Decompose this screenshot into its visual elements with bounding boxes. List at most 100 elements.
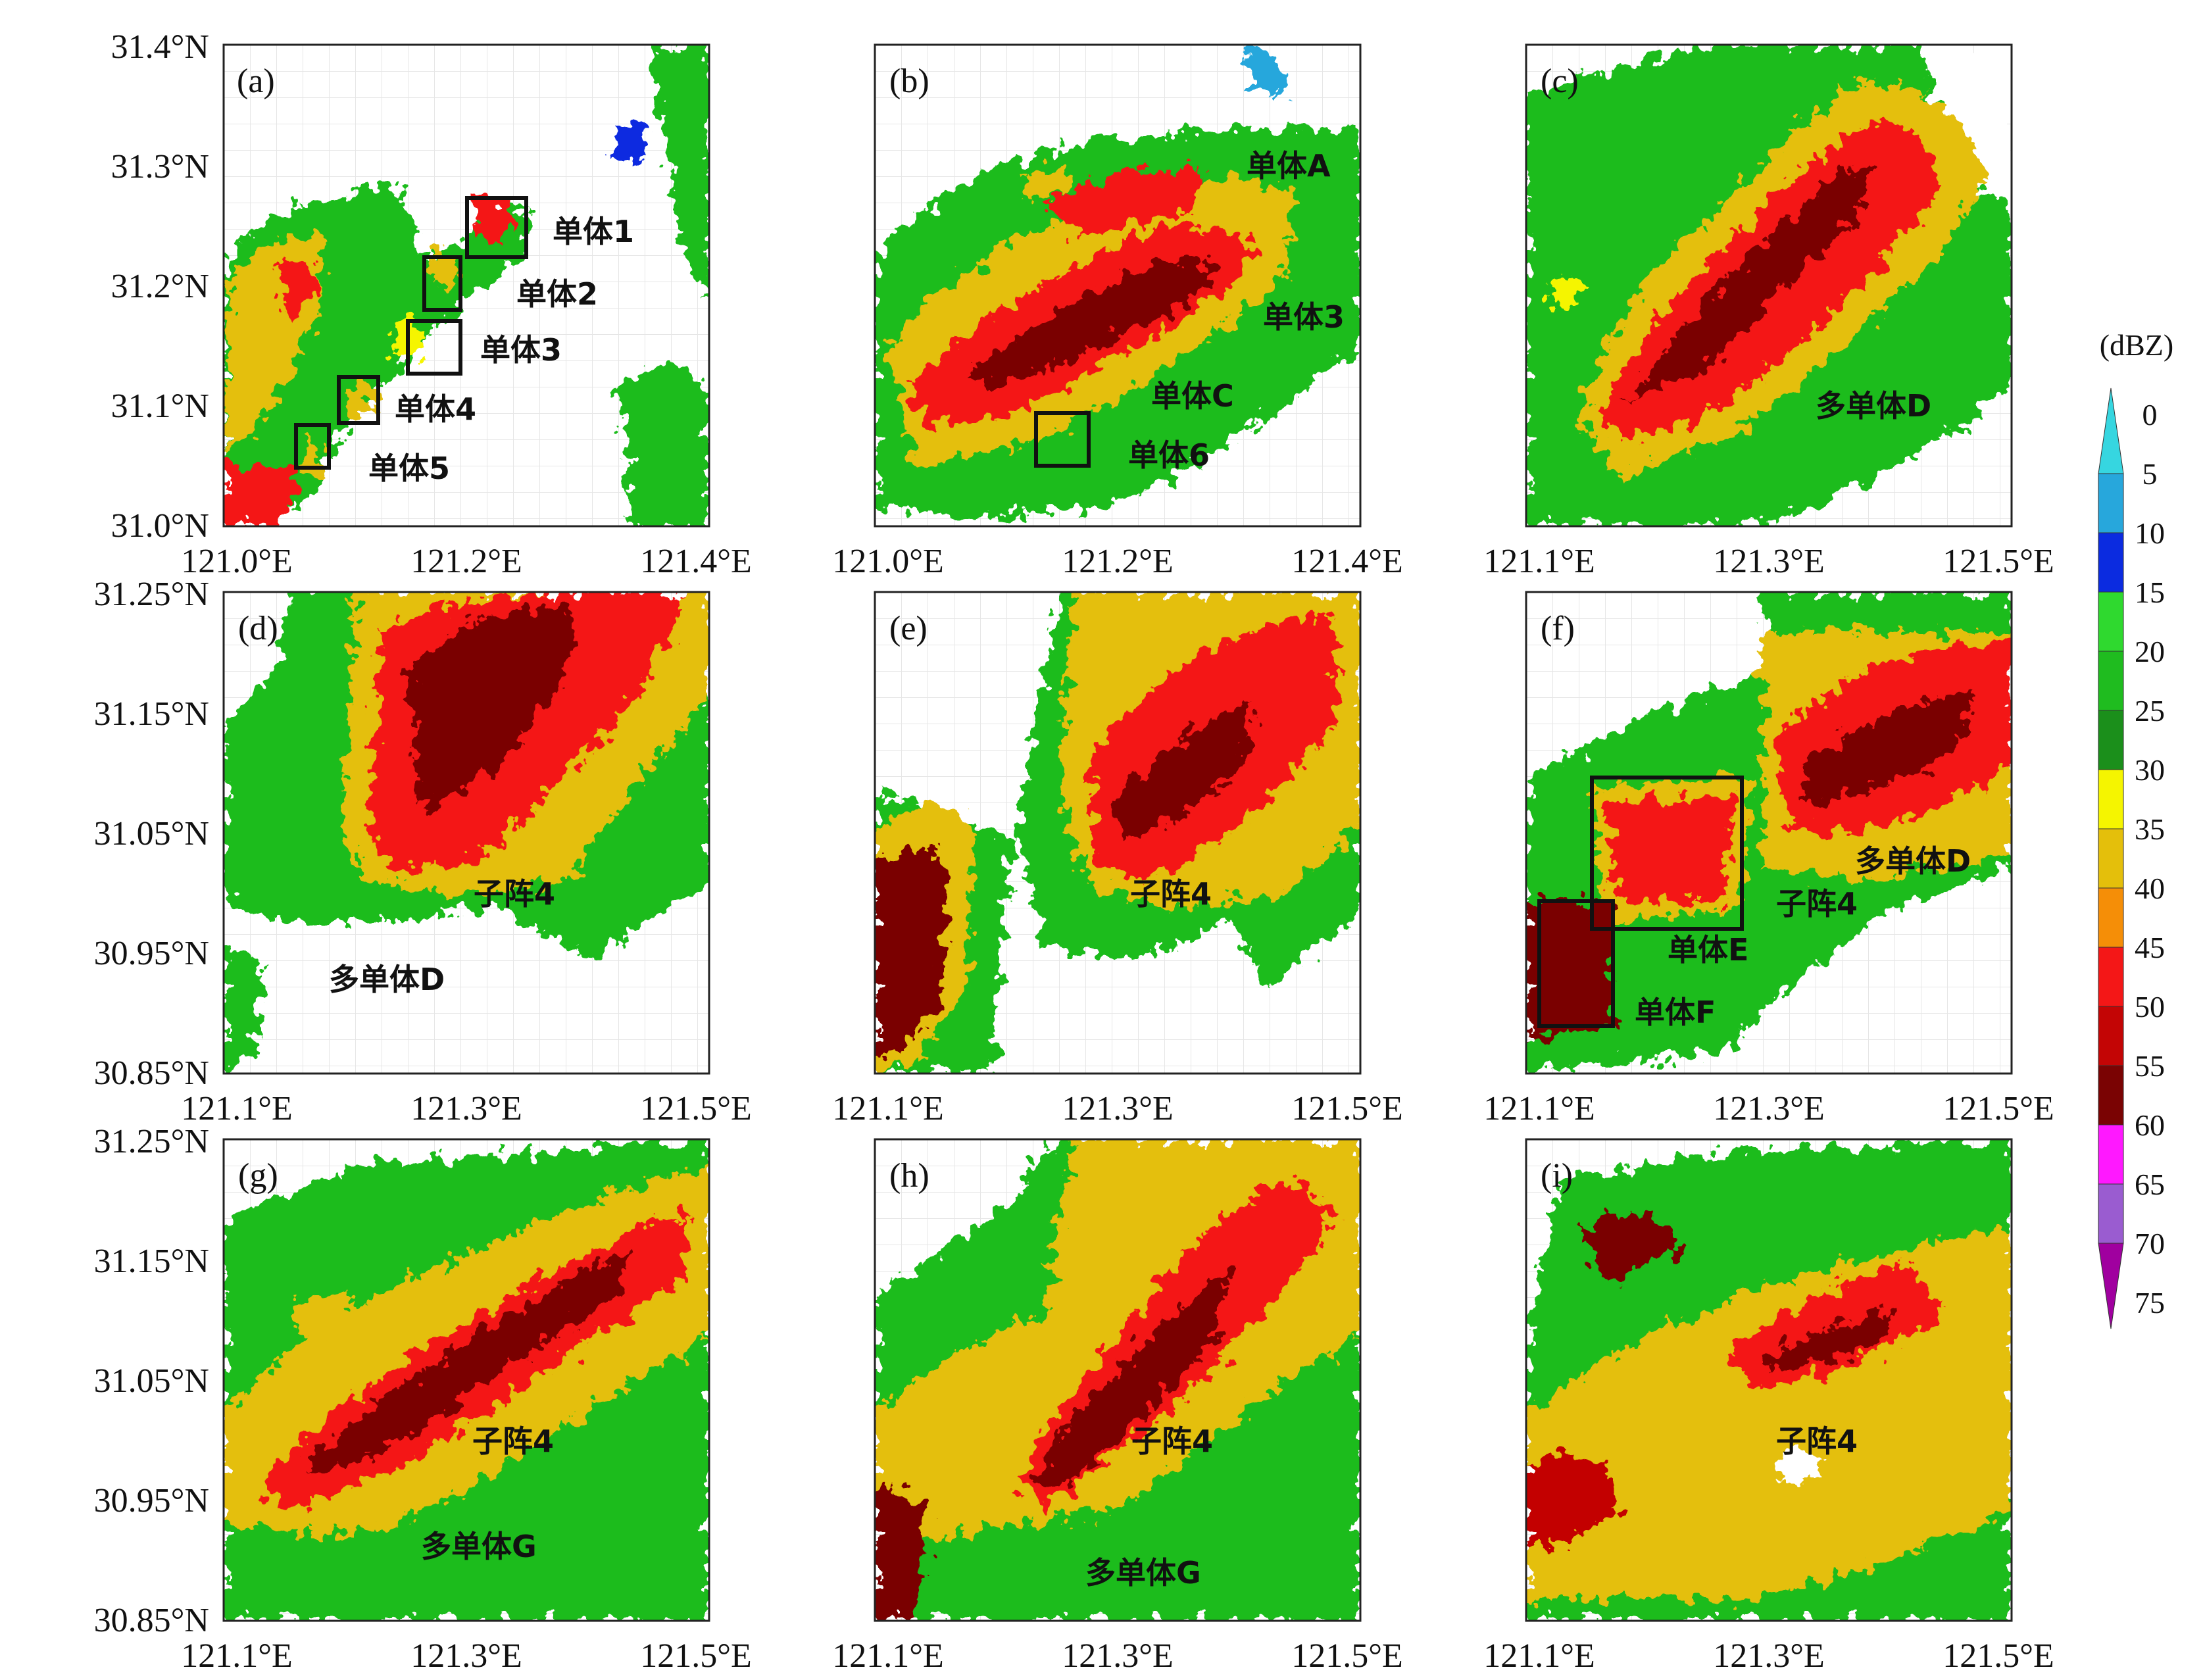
panel-i: (i) 子阵4 [1525,1138,2013,1622]
annotation: 子阵4 [1776,1423,1858,1459]
colorbar-level-label: 30 [2135,753,2165,787]
lon-tick: 121.1°E [832,1090,944,1127]
lon-tick: 121.3°E [410,1090,522,1127]
lon-tick: 121.5°E [1291,1637,1403,1675]
colorbar-level-label: 45 [2135,931,2165,964]
panel-label: (a) [237,62,275,100]
lat-tick: 31.05°N [94,1362,209,1400]
lat-tick: 30.85°N [94,1602,209,1639]
colorbar-segment [2098,710,2124,770]
annotation: 单体3 [1263,299,1345,335]
annotation: 单体F [1635,995,1716,1030]
panel-b: (b) 单体A 单体3 单体C 单体6 [874,43,1362,528]
colorbar-segment [2098,947,2124,1007]
lon-tick: 121.1°E [1483,1090,1595,1127]
panel-label: (h) [889,1157,929,1195]
lon-tick: 121.5°E [640,1637,752,1675]
colorbar-level-label: 0 [2142,398,2158,432]
annotation: 子阵4 [1130,876,1212,912]
colorbar-unit: (dBZ) [2100,328,2173,362]
lon-tick: 121.4°E [640,543,752,580]
annotation: 子阵4 [1131,1423,1213,1459]
lon-tick: 121.3°E [1062,1090,1174,1127]
colorbar-segment [2098,1243,2124,1329]
colorbar-segment [2098,473,2124,533]
colorbar-level-label: 35 [2135,812,2165,846]
lat-tick: 31.15°N [94,1243,209,1280]
colorbar-segments [2098,387,2124,1329]
panel-label: (f) [1541,610,1575,647]
lat-tick: 31.4°N [111,28,209,66]
lat-tick: 31.0°N [111,507,209,545]
annotation: 单体E [1668,932,1748,968]
lat-tick: 30.95°N [94,935,209,972]
lon-labels-row2: 121.1°E 121.3°E 121.5°E 121.1°E 121.3°E … [181,1090,2054,1127]
panel-g: (g) 子阵4 多单体G [222,1138,710,1622]
panel-a: (a) 单体1 单体2 单体3 单体4 单体5 [222,43,710,528]
lat-tick: 31.2°N [111,268,209,305]
colorbar-segment [2098,1183,2124,1244]
lon-tick: 121.5°E [1291,1090,1403,1127]
colorbar: (dBZ) 0 5 10 15 20 25 30 35 40 45 50 55 60 65 70 75 [2098,328,2173,1329]
annotation: 多单体D [329,962,445,997]
colorbar-segment [2098,591,2124,652]
colorbar-level-label: 55 [2135,1049,2165,1083]
lat-tick: 30.95°N [94,1482,209,1519]
annotation: 多单体G [1085,1555,1201,1591]
annotation: 多单体G [421,1529,537,1564]
colorbar-level-label: 20 [2135,635,2165,668]
colorbar-segment [2098,651,2124,711]
lon-tick: 121.1°E [181,1637,293,1675]
colorbar-segment [2098,828,2124,889]
colorbar-level-label: 15 [2135,576,2165,609]
lat-tick: 31.25°N [94,576,209,613]
lon-tick: 121.0°E [832,543,944,580]
lat-labels-row1: 31.4°N 31.3°N 31.2°N 31.1°N 31.0°N [111,28,209,545]
colorbar-segment [2098,769,2124,829]
lon-tick: 121.3°E [1713,1637,1825,1675]
colorbar-level-label: 50 [2135,990,2165,1024]
panel-label: (b) [889,62,929,100]
colorbar-level-label: 65 [2135,1168,2165,1201]
panel-label: (i) [1541,1157,1573,1195]
annotation: 单体6 [1128,437,1210,473]
colorbar-segment [2098,1065,2124,1125]
lat-tick: 31.25°N [94,1123,209,1160]
lat-labels-row2: 31.25°N 31.15°N 31.05°N 30.95°N 30.85°N [94,576,209,1092]
colorbar-labels: 0 5 10 15 20 25 30 35 40 45 50 55 60 65 70 75 [2135,398,2165,1320]
lon-tick: 121.3°E [1713,1090,1825,1127]
lon-tick: 121.5°E [1943,1090,2054,1127]
annotation: 单体4 [395,391,476,427]
annotation: 单体3 [480,332,562,368]
colorbar-level-label: 5 [2142,457,2158,491]
panel-e: (e) 子阵4 [874,591,1362,1075]
lon-tick: 121.2°E [410,543,522,580]
annotation: 单体5 [368,451,450,486]
colorbar-level-label: 25 [2135,694,2165,728]
lat-tick: 31.15°N [94,695,209,733]
lat-tick: 31.1°N [111,387,209,425]
annotation: 多单体D [1816,388,1931,424]
annotation: 子阵4 [472,1423,554,1459]
panel-label: (g) [238,1157,278,1195]
panel-f: (f) 多单体D 子阵4 单体E 单体F [1525,591,2013,1075]
panel-c: (c) 多单体D [1525,43,2013,528]
colorbar-level-label: 40 [2135,872,2165,905]
colorbar-segment [2098,887,2124,948]
annotation: 单体2 [516,276,598,312]
panel-h: (h) 子阵4 多单体G [874,1138,1362,1622]
lon-tick: 121.3°E [1062,1637,1174,1675]
colorbar-level-label: 10 [2135,516,2165,550]
lon-tick: 121.4°E [1291,543,1403,580]
lat-tick: 31.3°N [111,148,209,185]
lat-labels-row3: 31.25°N 31.15°N 31.05°N 30.95°N 30.85°N [94,1123,209,1639]
panel-label: (e) [889,610,928,647]
lon-tick: 121.1°E [1483,1637,1595,1675]
lon-tick: 121.1°E [1483,543,1595,580]
panel-label: (d) [238,610,278,647]
annotation: 单体A [1247,148,1331,184]
lon-tick: 121.3°E [1713,543,1825,580]
annotation: 多单体D [1855,843,1971,879]
annotation: 子阵4 [1776,886,1858,922]
